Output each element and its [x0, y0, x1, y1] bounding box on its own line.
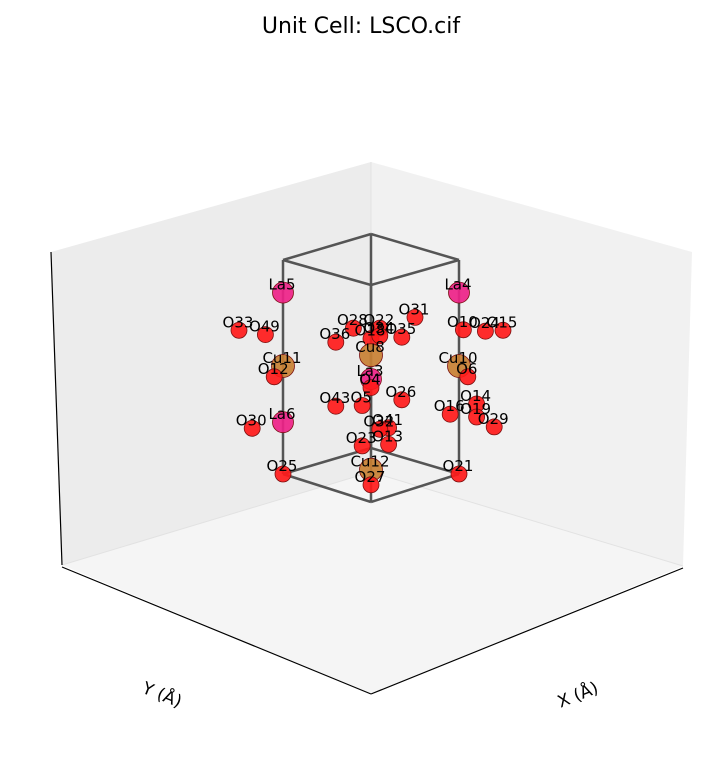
atom-label: O33	[223, 313, 254, 331]
atom-o	[362, 476, 380, 494]
atom-label: O14	[460, 387, 491, 405]
z-axis-line	[50, 251, 63, 566]
atom-label: O41	[372, 411, 403, 429]
atom-label: La4	[444, 276, 471, 294]
atom-o	[468, 408, 486, 426]
atom-label: O12	[258, 360, 289, 378]
atom-label: O24	[469, 314, 500, 332]
cell-edge	[370, 472, 460, 504]
atom-label: O10	[447, 313, 478, 331]
atom-label: O36	[319, 325, 350, 343]
atom-o	[454, 321, 472, 339]
atom-o	[476, 322, 494, 340]
atom-label: O29	[478, 410, 509, 428]
atom-label: O27	[355, 468, 386, 486]
atom-o	[362, 379, 380, 397]
atom-o	[274, 465, 292, 483]
atom-label: Cu8	[355, 338, 385, 356]
x-axis-label: X (Å)	[554, 676, 601, 712]
atom-label: La5	[268, 276, 295, 294]
atom-o	[243, 419, 261, 437]
atom-o	[371, 420, 389, 438]
atom-label: Cu12	[350, 453, 389, 471]
cell-edge	[370, 232, 460, 262]
atom-label: O18	[355, 322, 386, 340]
atom-label: Cu10	[438, 349, 477, 367]
pane-edge-left	[61, 471, 372, 566]
atom-o	[327, 333, 345, 351]
atom-o	[344, 319, 362, 337]
atom-label: O6	[456, 360, 477, 378]
atom-o	[450, 465, 468, 483]
y-axis-label: Y (Å)	[138, 676, 185, 712]
atom-label: O49	[249, 318, 280, 336]
atom-label: O26	[385, 383, 416, 401]
cell-edge	[282, 446, 372, 476]
atom-la	[272, 411, 294, 434]
atom-la	[272, 281, 294, 304]
atom-label: O22	[363, 311, 394, 329]
atom-o	[441, 405, 459, 423]
atom-o	[380, 435, 398, 453]
atom-label: O21	[443, 457, 474, 475]
atom-label: O19	[460, 400, 491, 418]
atom-o	[371, 327, 389, 345]
atom-label: O4	[359, 371, 380, 389]
atom-cu	[359, 343, 383, 368]
atom-label: La6	[268, 405, 295, 423]
atom-o	[393, 328, 411, 346]
atom-o	[393, 391, 411, 409]
atom-o	[406, 308, 424, 326]
atom-label: O13	[372, 427, 403, 445]
cell-edge	[282, 472, 372, 504]
atom-label: O34	[363, 319, 394, 337]
atom-label: O43	[319, 389, 350, 407]
atom-label: O35	[385, 320, 416, 338]
y-axis-line	[61, 566, 372, 695]
atom-label: O15	[487, 313, 518, 331]
atom-o	[494, 321, 512, 339]
chart-title: Unit Cell: LSCO.cif	[262, 14, 462, 39]
atom-label: O31	[399, 300, 430, 318]
atom-o	[353, 437, 371, 455]
pane-edge-right	[370, 471, 684, 567]
atom-o	[459, 368, 477, 386]
atom-o	[230, 321, 248, 339]
cell-edge	[282, 232, 372, 262]
atom-label: La3	[356, 362, 383, 380]
atom-o	[256, 326, 274, 344]
atom-label: O32	[363, 412, 394, 430]
atom-label: Cu11	[262, 349, 301, 367]
atom-label: O16	[434, 397, 465, 415]
atom-o	[353, 397, 371, 414]
atom-o	[265, 368, 283, 386]
atom-label: O25	[267, 457, 298, 475]
atom-o	[485, 418, 503, 436]
atom-label: O28	[337, 311, 368, 329]
atom-o	[327, 397, 345, 415]
atom-label: O30	[236, 411, 267, 429]
atom-la	[448, 281, 470, 304]
atom-label: O23	[346, 429, 377, 447]
x-axis-line	[370, 567, 684, 695]
floor-pane	[62, 472, 683, 694]
cell-edge	[370, 258, 460, 287]
cell-edge	[282, 258, 372, 287]
cell-edge	[370, 446, 460, 476]
atom-label: O5	[351, 389, 372, 407]
